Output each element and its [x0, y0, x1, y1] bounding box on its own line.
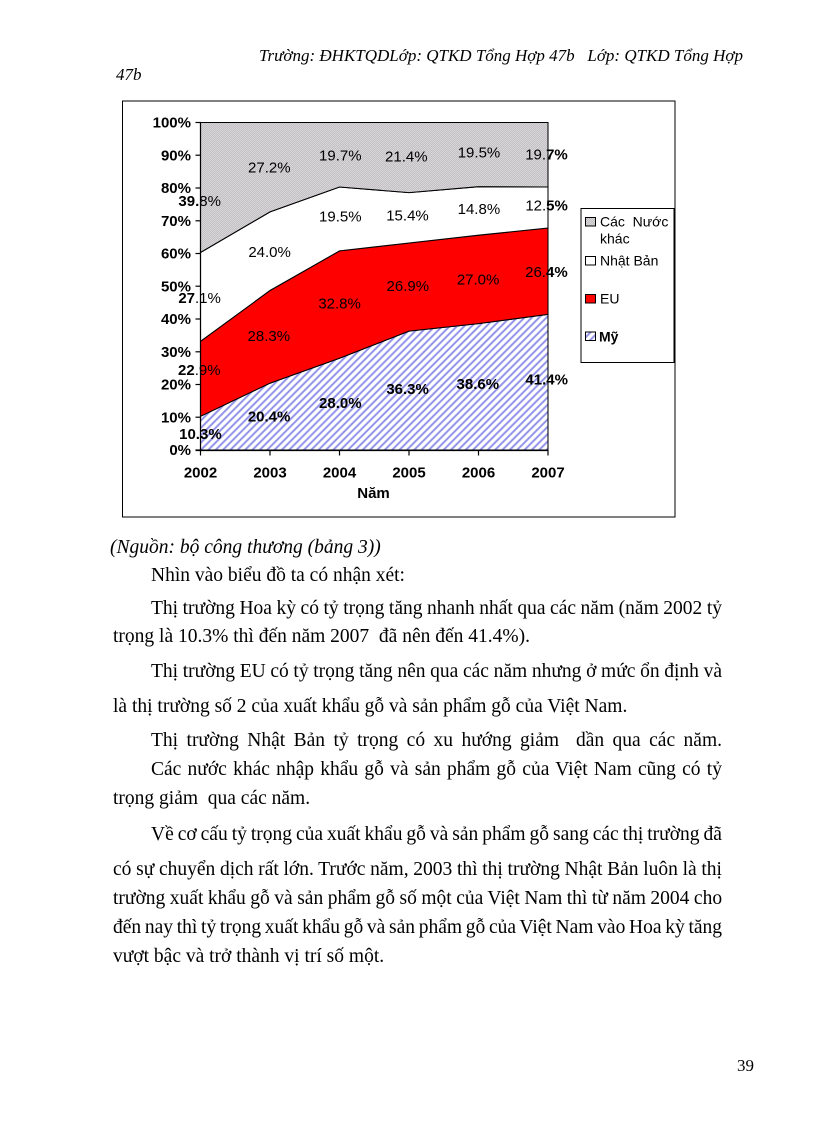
svg-text:70%: 70%	[161, 213, 191, 230]
svg-text:36.3%: 36.3%	[386, 381, 429, 398]
svg-text:39.8%: 39.8%	[178, 193, 221, 210]
svg-text:60%: 60%	[161, 246, 191, 263]
svg-text:Năm: Năm	[357, 485, 390, 502]
svg-text:27.2%: 27.2%	[248, 160, 291, 177]
svg-text:10%: 10%	[161, 409, 191, 426]
svg-text:Các Nước: Các Nước	[600, 214, 668, 230]
svg-text:2002: 2002	[184, 465, 217, 482]
svg-text:2007: 2007	[531, 465, 564, 482]
svg-text:15.4%: 15.4%	[386, 208, 429, 225]
svg-text:26.4%: 26.4%	[525, 264, 568, 281]
svg-text:27.0%: 27.0%	[457, 271, 500, 288]
svg-text:khác: khác	[600, 231, 630, 247]
svg-text:28.0%: 28.0%	[319, 395, 362, 412]
svg-text:20%: 20%	[161, 377, 191, 394]
svg-text:100%: 100%	[153, 115, 191, 132]
svg-text:22.9%: 22.9%	[178, 362, 221, 379]
svg-text:41.4%: 41.4%	[525, 372, 568, 389]
svg-text:2006: 2006	[462, 465, 495, 482]
svg-text:19.5%: 19.5%	[458, 145, 501, 162]
svg-text:90%: 90%	[161, 147, 191, 164]
svg-text:32.8%: 32.8%	[318, 296, 361, 313]
svg-text:80%: 80%	[161, 180, 191, 197]
svg-text:EU: EU	[600, 291, 619, 307]
svg-text:19.5%: 19.5%	[319, 208, 362, 225]
svg-text:27.1%: 27.1%	[178, 290, 221, 307]
svg-text:24.0%: 24.0%	[248, 244, 291, 261]
svg-text:Mỹ: Mỹ	[599, 329, 619, 345]
svg-text:2003: 2003	[253, 465, 286, 482]
svg-text:40%: 40%	[161, 311, 191, 328]
svg-text:19.7%: 19.7%	[525, 147, 568, 164]
svg-text:19.7%: 19.7%	[319, 148, 362, 165]
svg-text:38.6%: 38.6%	[457, 376, 500, 393]
svg-text:50%: 50%	[161, 278, 191, 295]
svg-text:0%: 0%	[169, 442, 191, 459]
svg-text:2004: 2004	[323, 465, 357, 482]
svg-text:2005: 2005	[392, 465, 425, 482]
svg-text:12.5%: 12.5%	[525, 197, 568, 214]
svg-text:30%: 30%	[161, 344, 191, 361]
svg-text:Nhật Bản: Nhật Bản	[600, 253, 658, 269]
svg-text:28.3%: 28.3%	[248, 328, 291, 345]
svg-text:10.3%: 10.3%	[179, 426, 222, 443]
svg-text:21.4%: 21.4%	[385, 148, 428, 165]
svg-text:14.8%: 14.8%	[458, 201, 501, 218]
svg-text:26.9%: 26.9%	[387, 278, 430, 295]
svg-text:20.4%: 20.4%	[248, 409, 291, 426]
